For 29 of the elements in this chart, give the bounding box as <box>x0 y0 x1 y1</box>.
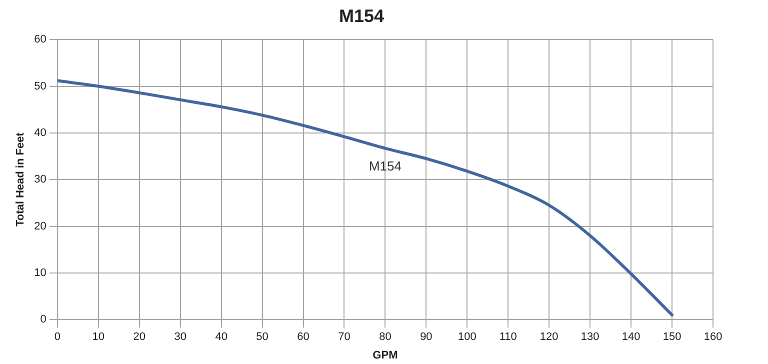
y-axis-title: Total Head in Feet <box>14 132 27 227</box>
x-tick-label: 150 <box>662 331 682 344</box>
x-tick-label: 110 <box>499 331 517 344</box>
x-axis-title: GPM <box>372 349 398 362</box>
x-tick-label: 90 <box>420 331 432 344</box>
y-tick-label: 10 <box>34 266 46 279</box>
x-tick-label: 120 <box>540 331 558 344</box>
x-tick-label: 40 <box>215 331 228 344</box>
x-tick-label: 60 <box>297 331 310 344</box>
x-tick-label: 130 <box>580 331 600 344</box>
y-tick-label: 50 <box>34 80 46 92</box>
y-tick-label: 40 <box>34 126 46 139</box>
chart-title: M154 <box>338 6 384 26</box>
x-tick-label: 160 <box>704 331 722 344</box>
y-tick-label: 20 <box>34 220 46 232</box>
line-series <box>57 79 674 316</box>
x-tick-label: 100 <box>458 331 476 344</box>
x-tick-label: 0 <box>54 331 60 344</box>
y-tick-label: 60 <box>34 34 46 46</box>
x-tick-label: 80 <box>379 331 392 344</box>
x-tick-label: 20 <box>133 331 146 344</box>
x-tick-label: 70 <box>338 331 350 344</box>
x-tick-label: 30 <box>174 331 186 344</box>
y-tick-label: 30 <box>34 174 46 186</box>
y-tick-label: 0 <box>40 314 46 326</box>
x-tick-label: 10 <box>92 331 105 344</box>
x-tick-label: 140 <box>622 331 640 344</box>
x-tick-label: 50 <box>256 331 268 344</box>
series-label: M154 <box>368 158 402 174</box>
